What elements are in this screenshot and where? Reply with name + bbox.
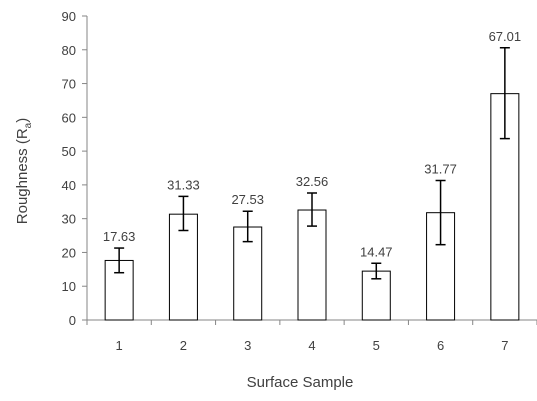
y-tick-label: 0 <box>69 313 76 328</box>
y-tick-label: 40 <box>62 178 76 193</box>
data-label: 27.53 <box>231 192 264 207</box>
data-label: 32.56 <box>296 174 329 189</box>
data-label: 31.77 <box>424 161 457 176</box>
x-axis-label: Surface Sample <box>247 374 354 391</box>
data-label: 14.47 <box>360 244 393 259</box>
plot-area: 0 10 20 30 40 50 60 70 80 90 1 2 3 4 5 6 7 17.63 31.33 27.5… <box>62 9 537 353</box>
y-axis-label-prefix: Roughness (R <box>14 128 31 224</box>
x-tick-label: 7 <box>501 338 508 353</box>
data-label: 31.33 <box>167 177 200 192</box>
y-tick-label: 30 <box>62 212 76 227</box>
y-tick-label: 80 <box>62 43 76 58</box>
y-tick-label: 20 <box>62 245 76 260</box>
y-axis-label-suffix: ) <box>14 118 31 123</box>
data-label: 17.63 <box>103 229 136 244</box>
y-axis-label-subscript: a <box>23 122 34 128</box>
y-axis-title: Roughness (Ra) <box>14 118 34 224</box>
y-axis-label: Roughness (Ra) <box>14 118 34 224</box>
y-tick-label: 10 <box>62 279 76 294</box>
x-tick-label: 4 <box>308 338 315 353</box>
y-tick-label: 70 <box>62 77 76 92</box>
y-tick-label: 90 <box>62 9 76 24</box>
y-tick-label: 60 <box>62 110 76 125</box>
x-tick-label: 2 <box>180 338 187 353</box>
x-tick-label: 5 <box>373 338 380 353</box>
data-label: 67.01 <box>489 29 522 44</box>
y-tick-label: 50 <box>62 144 76 159</box>
x-tick-label: 1 <box>116 338 123 353</box>
x-tick-label: 6 <box>437 338 444 353</box>
x-tick-label: 3 <box>244 338 251 353</box>
